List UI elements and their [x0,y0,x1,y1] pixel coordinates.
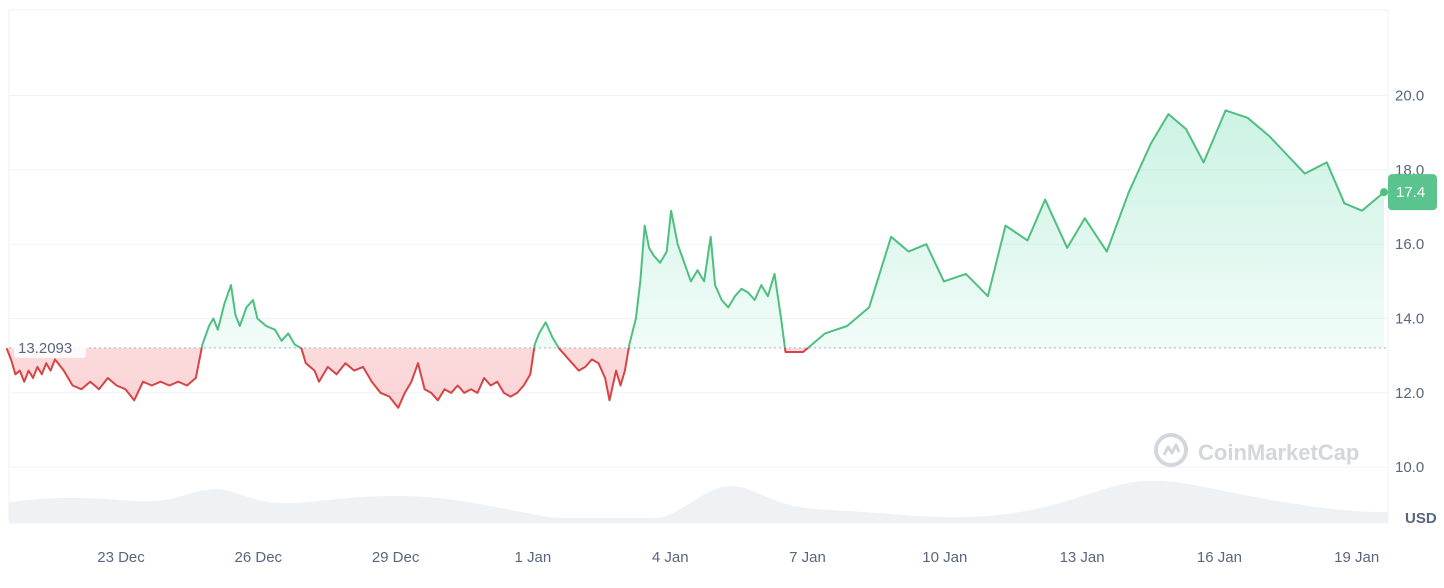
y-tick-label: 10.0 [1395,459,1424,476]
x-tick-label: 10 Jan [922,549,967,566]
watermark-text: CoinMarketCap [1198,440,1359,465]
watermark: CoinMarketCap [1154,433,1359,467]
price-line-down [5,347,810,409]
area-above-baseline [6,110,1384,348]
x-tick-label: 4 Jan [652,549,689,566]
x-tick-label: 23 Dec [97,549,145,566]
x-tick-label: 7 Jan [789,549,826,566]
y-tick-label: 14.0 [1395,311,1424,328]
y-axis-ticks: 20.018.016.014.012.010.0 [1395,88,1424,477]
baseline-label: 13.2093 [14,335,86,358]
baseline-value: 13.2093 [18,340,72,357]
x-tick-label: 16 Jan [1197,549,1242,566]
current-price-dot [1380,188,1388,197]
x-tick-label: 13 Jan [1060,549,1105,566]
x-axis-ticks: 23 Dec 26 Dec 29 Dec 1 Jan 4 Jan 7 Jan 10 Jan 1… [97,549,1379,566]
current-price-badge [1388,174,1437,211]
y-tick-label: 12.0 [1395,385,1424,402]
x-tick-label: 19 Jan [1334,549,1379,566]
x-tick-label: 26 Dec [235,549,283,566]
y-tick-label: 20.0 [1395,88,1424,105]
current-price-marker: 17.4 [1380,174,1437,211]
coinmarketcap-logo-icon [1154,433,1188,467]
y-tick-label: 16.0 [1395,236,1424,253]
volume-area [9,480,1388,523]
x-tick-label: 1 Jan [515,549,552,566]
x-tick-label: 29 Dec [372,549,420,566]
current-price-value: 17.4 [1396,184,1425,201]
area-below-baseline [6,347,808,408]
currency-unit-label: USD [1405,510,1437,527]
price-line-up [7,109,1385,348]
